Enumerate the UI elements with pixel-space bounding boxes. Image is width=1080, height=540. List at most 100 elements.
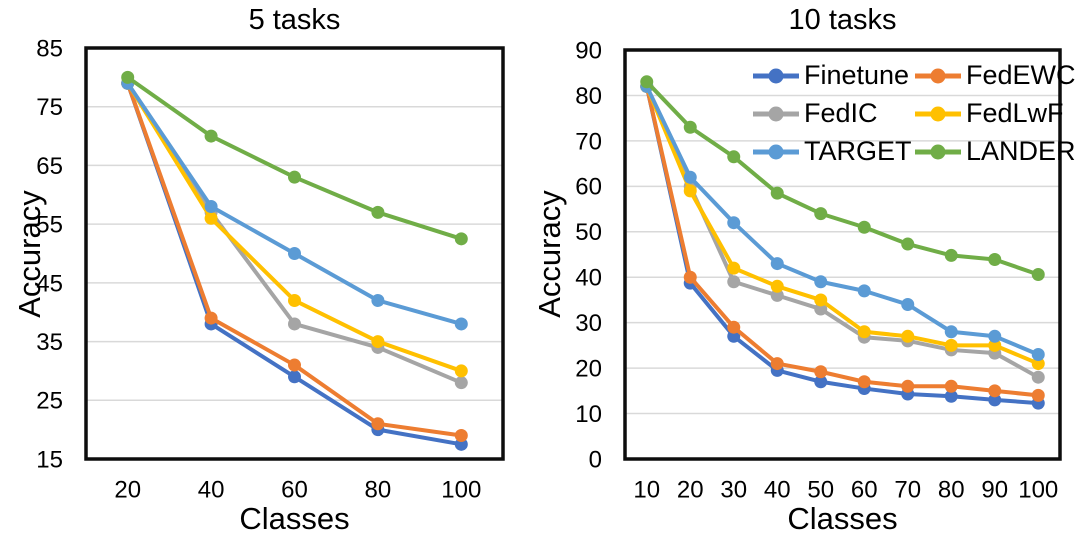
- series-marker-target: [288, 247, 301, 260]
- series-line-fedewc: [644, 84, 1041, 398]
- x-tick-label: 70: [894, 476, 921, 503]
- right-y-axis-label: Accuracy: [532, 190, 567, 318]
- x-tick-label: 40: [764, 476, 791, 503]
- legend: Finetune FedEWC FedIC FedLwF TARGET LANDER: [752, 61, 1076, 166]
- series-marker-target: [770, 257, 784, 271]
- series-marker-fedlwf: [857, 325, 871, 339]
- series-marker-fedewc: [288, 358, 301, 372]
- right-x-axis-label: Classes: [787, 501, 898, 536]
- series-marker-lander: [121, 70, 135, 84]
- y-tick-label: 25: [36, 388, 63, 415]
- series-line-target: [125, 81, 464, 326]
- y-tick-label: 65: [36, 153, 63, 180]
- series-marker-finetune: [288, 370, 301, 384]
- plot-border: [623, 48, 1062, 461]
- legend-item-finetune: Finetune: [752, 61, 914, 90]
- series-marker-fedewc: [1031, 388, 1045, 402]
- series-marker-lander: [857, 220, 871, 234]
- series-marker-finetune: [944, 389, 958, 403]
- legend-marker-icon: [915, 106, 961, 121]
- y-tick-label: 55: [36, 212, 63, 239]
- legend-item-target: TARGET: [752, 137, 914, 166]
- series-marker-fedic: [1031, 370, 1045, 384]
- x-tick-label: 90: [981, 476, 1008, 503]
- y-tick-label: 75: [36, 94, 63, 121]
- series-marker-fedewc: [683, 270, 697, 284]
- legend-marker-icon: [915, 68, 961, 83]
- series-marker-finetune: [814, 375, 828, 389]
- series-marker-fedlwf: [1031, 357, 1045, 371]
- series-line-finetune: [644, 84, 1041, 406]
- right-chart-title: 10 tasks: [788, 4, 897, 36]
- x-tick-label: 10: [633, 476, 660, 503]
- plot-border: [84, 46, 505, 461]
- series-marker-target: [727, 216, 741, 230]
- y-tick-label: 90: [575, 37, 602, 64]
- y-tick-label: 40: [575, 265, 602, 292]
- series-marker-fedic: [454, 376, 468, 390]
- series-marker-target: [371, 293, 385, 307]
- series-marker-lander: [454, 232, 468, 246]
- legend-marker-icon: [753, 68, 799, 83]
- legend-marker-icon: [753, 144, 799, 159]
- y-tick-label: 45: [36, 270, 63, 297]
- y-tick-label: 60: [575, 174, 602, 201]
- x-tick-label: 60: [281, 476, 308, 503]
- series-marker-fedewc: [727, 320, 741, 334]
- series-marker-fedewc: [454, 429, 468, 443]
- series-marker-lander: [683, 120, 697, 134]
- y-tick-label: 30: [575, 310, 602, 337]
- series-marker-finetune: [988, 393, 1002, 407]
- series-marker-fedlwf: [288, 293, 301, 307]
- series-marker-lander: [371, 205, 385, 219]
- x-tick-label: 100: [441, 476, 481, 503]
- series-marker-fedewc: [857, 375, 871, 389]
- y-tick-label: 15: [36, 446, 63, 473]
- series-marker-fedlwf: [204, 211, 218, 225]
- x-tick-label: 50: [807, 476, 834, 503]
- legend-item-lander: LANDER: [914, 137, 1076, 166]
- legend-label: TARGET: [804, 136, 912, 166]
- series-marker-fedlwf: [727, 261, 741, 275]
- y-tick-label: 50: [575, 219, 602, 246]
- series-line-lander: [644, 79, 1041, 277]
- series-marker-fedic: [770, 288, 784, 302]
- series-marker-fedic: [727, 275, 741, 289]
- series-marker-fedewc: [944, 379, 958, 393]
- y-tick-label: 0: [589, 446, 602, 473]
- series-line-fedlwf: [644, 84, 1041, 366]
- series-marker-lander: [944, 248, 958, 262]
- y-tick-label: 70: [575, 128, 602, 155]
- series-marker-fedlwf: [988, 338, 1002, 352]
- series-marker-fedlwf: [454, 364, 468, 378]
- series-line-target: [644, 84, 1041, 357]
- legend-label: LANDER: [966, 136, 1076, 166]
- series-marker-lander: [814, 207, 828, 221]
- legend-marker-icon: [915, 144, 961, 159]
- legend-label: Finetune: [804, 60, 910, 90]
- x-tick-label: 40: [198, 476, 225, 503]
- series-marker-lander: [1031, 267, 1045, 281]
- series-marker-target: [683, 170, 697, 184]
- series-marker-fedic: [814, 302, 828, 316]
- series-marker-lander: [288, 170, 301, 184]
- series-line-fedic: [644, 84, 1041, 380]
- series-marker-finetune: [727, 329, 741, 343]
- series-marker-target: [901, 297, 915, 311]
- series-marker-lander: [640, 75, 654, 89]
- series-marker-lander: [901, 237, 915, 251]
- series-marker-fedewc: [204, 311, 218, 325]
- series-marker-fedlwf: [371, 335, 385, 349]
- series-marker-target: [857, 284, 871, 298]
- series-marker-fedlwf: [770, 279, 784, 293]
- x-tick-label: 20: [677, 476, 704, 503]
- series-marker-target: [454, 317, 468, 331]
- series-marker-fedlwf: [683, 184, 697, 198]
- legend-item-fedlwf: FedLwF: [914, 99, 1076, 128]
- series-marker-fedewc: [901, 379, 915, 393]
- x-tick-label: 80: [365, 476, 392, 503]
- legend-label: FedEWC: [966, 60, 1076, 90]
- y-tick-label: 80: [575, 83, 602, 110]
